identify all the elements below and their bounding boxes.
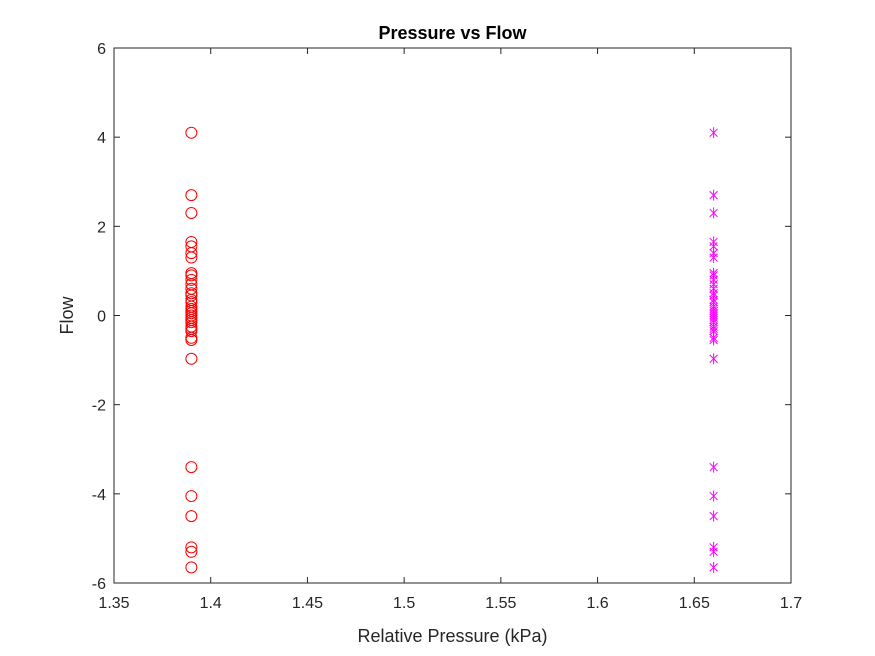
asterisk-marker: [709, 353, 718, 365]
circle-marker: [185, 189, 198, 202]
circle-marker: [185, 545, 198, 558]
circle-marker: [185, 325, 198, 338]
y-axis-label: Flow: [57, 296, 77, 335]
y-tick-label: 6: [97, 41, 106, 58]
asterisk-marker: [709, 490, 718, 502]
chart-title: Pressure vs Flow: [378, 23, 527, 43]
y-tick-label: 2: [97, 219, 106, 236]
y-tick-label: 4: [97, 130, 106, 147]
x-tick-label: 1.45: [292, 595, 323, 612]
circle-marker: [185, 126, 198, 139]
circle-marker: [185, 561, 198, 574]
circle-marker: [185, 510, 198, 523]
x-tick-label: 1.6: [586, 595, 608, 612]
circle-marker: [185, 541, 198, 554]
x-tick-label: 1.35: [98, 595, 129, 612]
y-tick-label: -2: [92, 398, 106, 415]
x-tick-label: 1.65: [679, 595, 710, 612]
y-tick-label: -6: [92, 576, 106, 593]
circle-marker: [185, 352, 198, 365]
circle-marker: [185, 461, 198, 474]
y-tick-label: -4: [92, 487, 106, 504]
asterisk-marker: [709, 546, 718, 558]
x-tick-label: 1.55: [485, 595, 516, 612]
asterisk-marker: [709, 252, 718, 264]
asterisk-marker: [709, 334, 718, 346]
asterisk-marker: [709, 207, 718, 219]
x-tick-label: 1.7: [780, 595, 802, 612]
plot-area: [113, 47, 792, 584]
circle-marker: [185, 247, 198, 260]
x-axis-label: Relative Pressure (kPa): [357, 626, 547, 646]
asterisk-marker: [709, 127, 718, 139]
asterisk-marker: [709, 510, 718, 522]
circle-marker: [185, 316, 198, 329]
circle-marker: [185, 206, 198, 219]
asterisk-marker: [709, 189, 718, 201]
circle-marker: [185, 269, 198, 282]
circle-marker: [185, 273, 198, 286]
circle-marker: [185, 490, 198, 503]
points-layer: [185, 126, 718, 574]
ticks-layer: 1.35 1.4 1.45 1.5 1.55 1.6 1.65 1.7 -6 -4 -2 0 2 4 6: [92, 41, 802, 612]
asterisk-marker: [709, 461, 718, 473]
asterisk-marker: [709, 561, 718, 573]
circle-marker: [185, 251, 198, 264]
y-tick-label: 0: [97, 309, 106, 326]
x-tick-label: 1.4: [200, 595, 222, 612]
x-tick-label: 1.5: [393, 595, 415, 612]
circle-marker: [185, 334, 198, 347]
